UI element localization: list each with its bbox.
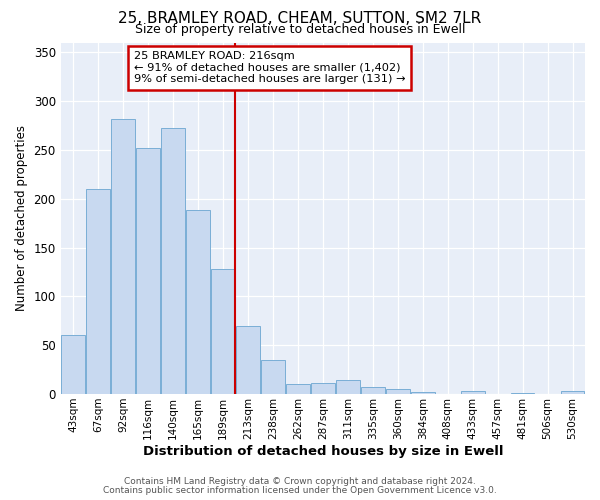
Bar xyxy=(411,392,434,394)
Bar xyxy=(211,269,235,394)
Bar xyxy=(186,210,210,394)
Bar xyxy=(560,391,584,394)
Text: 25, BRAMLEY ROAD, CHEAM, SUTTON, SM2 7LR: 25, BRAMLEY ROAD, CHEAM, SUTTON, SM2 7LR xyxy=(118,11,482,26)
Text: Size of property relative to detached houses in Ewell: Size of property relative to detached ho… xyxy=(135,22,465,36)
Bar xyxy=(111,118,135,394)
Text: Contains public sector information licensed under the Open Government Licence v3: Contains public sector information licen… xyxy=(103,486,497,495)
Bar xyxy=(311,384,335,394)
Bar xyxy=(261,360,285,394)
X-axis label: Distribution of detached houses by size in Ewell: Distribution of detached houses by size … xyxy=(143,444,503,458)
Bar xyxy=(286,384,310,394)
Bar xyxy=(511,393,535,394)
Bar xyxy=(86,189,110,394)
Bar xyxy=(361,387,385,394)
Bar xyxy=(336,380,359,394)
Bar xyxy=(386,389,410,394)
Bar xyxy=(136,148,160,394)
Bar xyxy=(61,336,85,394)
Bar xyxy=(461,391,485,394)
Bar xyxy=(161,128,185,394)
Text: 25 BRAMLEY ROAD: 216sqm
← 91% of detached houses are smaller (1,402)
9% of semi-: 25 BRAMLEY ROAD: 216sqm ← 91% of detache… xyxy=(134,52,406,84)
Bar xyxy=(236,326,260,394)
Y-axis label: Number of detached properties: Number of detached properties xyxy=(15,126,28,312)
Text: Contains HM Land Registry data © Crown copyright and database right 2024.: Contains HM Land Registry data © Crown c… xyxy=(124,477,476,486)
